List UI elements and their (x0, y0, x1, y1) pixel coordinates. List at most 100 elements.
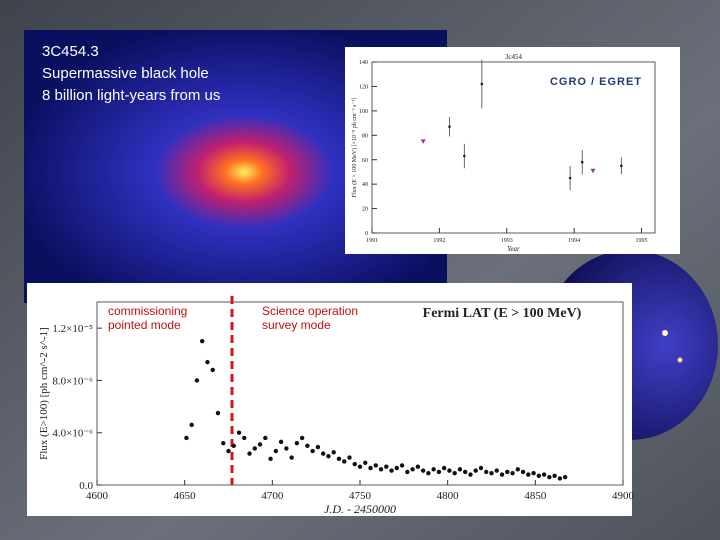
data-point (557, 476, 563, 481)
data-point (231, 443, 236, 448)
data-point (299, 435, 305, 441)
data-point (515, 467, 520, 472)
annotation: pointed mode (108, 318, 181, 332)
data-point (273, 448, 279, 454)
data-point (200, 339, 205, 344)
y-tick-label: 40 (362, 182, 368, 188)
data-point (384, 464, 389, 469)
data-point (221, 440, 226, 446)
data-point (531, 471, 536, 476)
chart-title: 3c454 (505, 53, 523, 61)
y-tick-label: 20 (362, 207, 368, 213)
data-point (410, 467, 415, 472)
data-point (352, 461, 357, 467)
data-point (189, 422, 194, 428)
x-tick-label: 4800 (437, 490, 460, 502)
data-point (284, 446, 289, 451)
data-point (205, 359, 210, 365)
annotation: Science operation (262, 304, 358, 318)
data-point (320, 451, 326, 456)
data-point (452, 471, 457, 476)
data-point (510, 471, 515, 476)
data-point (310, 448, 315, 454)
data-point (436, 469, 442, 475)
upper-limit (590, 168, 596, 174)
data-point (389, 468, 394, 473)
data-point (373, 463, 378, 468)
x-axis-label: Year (507, 245, 520, 253)
data-point (378, 467, 384, 472)
data-point (357, 464, 363, 469)
data-point (268, 456, 273, 462)
y-tick-label: 1.2×10⁻⁵ (52, 323, 93, 335)
data-point (431, 467, 436, 472)
data-point (468, 472, 473, 477)
egret-panel (345, 47, 680, 254)
data-point (331, 450, 336, 455)
data-point (394, 465, 400, 471)
data-point (184, 435, 189, 441)
y-tick-label: 80 (362, 133, 368, 139)
x-tick-label: 1995 (636, 238, 648, 244)
data-point (441, 465, 447, 471)
data-point (420, 468, 426, 473)
x-axis-label: J.D. - 2450000 (324, 502, 396, 516)
data-point (478, 465, 484, 471)
sky-source (677, 357, 683, 363)
x-tick-label: 1993 (501, 238, 513, 244)
data-point (399, 463, 405, 468)
data-point (473, 468, 478, 473)
y-tick-label: 120 (359, 85, 368, 91)
sky-source (662, 330, 668, 336)
data-point (541, 472, 547, 477)
x-tick-label: 4600 (86, 490, 109, 502)
y-tick-label: 60 (362, 158, 368, 164)
x-tick-label: 4650 (174, 490, 197, 502)
data-point (326, 454, 331, 459)
y-axis-label: Flux (E>100) [ph cm^-2 s^-1] (38, 327, 50, 460)
data-point (448, 125, 451, 129)
data-point (368, 465, 373, 471)
data-point (252, 446, 257, 451)
data-point (463, 154, 466, 158)
y-tick-label: 0.0 (79, 480, 93, 492)
data-point (620, 164, 623, 168)
x-tick-label: 4900 (612, 490, 635, 502)
data-point (315, 444, 321, 450)
data-point (457, 467, 463, 472)
data-point (494, 468, 499, 473)
data-point (447, 468, 452, 473)
data-point (484, 469, 489, 475)
fermi-panel (27, 283, 632, 516)
x-tick-label: 4750 (349, 490, 372, 502)
upper-limit (420, 139, 426, 144)
data-point (415, 464, 421, 469)
y-tick-label: 4.0×10⁻⁶ (52, 428, 93, 440)
chart-title: Fermi LAT (E > 100 MeV) (423, 306, 582, 321)
y-tick-label: 100 (359, 109, 368, 115)
data-point (347, 455, 352, 460)
data-point (289, 455, 294, 460)
data-point (294, 440, 300, 446)
caption-line: Supermassive black hole (42, 65, 209, 82)
data-point (247, 451, 252, 456)
plot-frame (371, 61, 656, 234)
annotation: commissioning (108, 304, 187, 318)
data-point (215, 410, 221, 416)
data-point (489, 471, 494, 476)
chart-label: CGRO / EGRET (550, 76, 642, 88)
caption-line: 8 billion light-years from us (42, 87, 220, 104)
y-tick-label: 8.0×10⁻⁶ (52, 375, 93, 387)
data-point (426, 471, 431, 476)
data-point (505, 469, 510, 475)
data-point (210, 367, 215, 373)
y-tick-label: 140 (359, 60, 368, 66)
x-tick-label: 4850 (524, 490, 547, 502)
data-point (336, 456, 342, 462)
data-point (226, 448, 231, 454)
annotation: survey mode (262, 318, 331, 332)
data-point (536, 473, 542, 479)
x-tick-label: 4700 (261, 490, 284, 502)
data-point (242, 435, 247, 441)
